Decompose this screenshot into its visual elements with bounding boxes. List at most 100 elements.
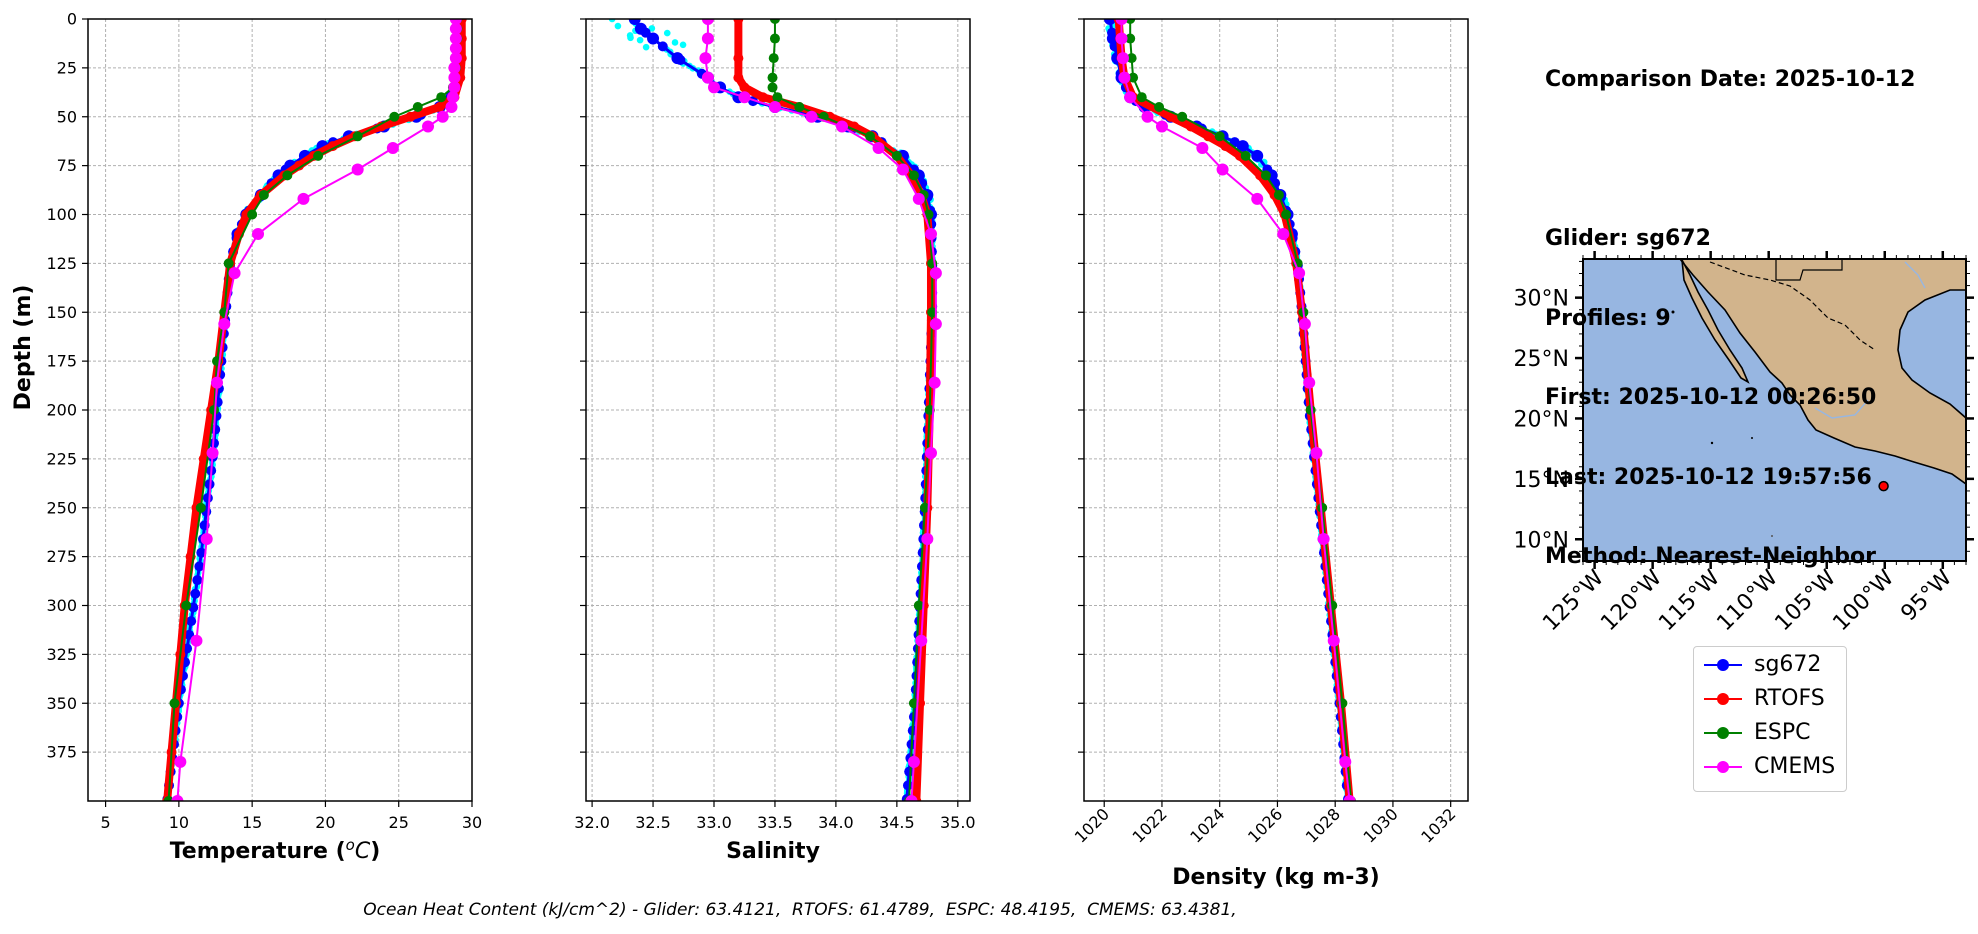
glider-raw-point [636, 36, 644, 44]
y-tick-label: 200 [46, 401, 77, 420]
x-axis-label: Salinity [726, 839, 820, 864]
glider-raw-point [663, 29, 671, 37]
series-point-espc [1128, 72, 1139, 83]
profile-panel-2: 32.0 32.5 33.0 33.5 34.0 34.5 35.0 Salinity [574, 18, 976, 864]
series-point-cmems [449, 22, 462, 35]
series-point-cmems [1124, 91, 1137, 104]
y-tick-label: 75 [57, 156, 77, 175]
label-part: C [355, 839, 371, 864]
x-tick-label: 1020 [1071, 804, 1113, 846]
series-point-espc [1136, 92, 1147, 103]
y-tick-label: 150 [46, 303, 77, 322]
map-lat-label: 30°N [1514, 287, 1569, 312]
map-lat-label: 25°N [1514, 347, 1569, 372]
comparison-date: Comparison Date: 2025-10-12 [1545, 67, 1916, 92]
series-point-cmems [738, 91, 751, 104]
series-point-cmems [928, 376, 941, 389]
series-point-rtofs [733, 53, 744, 64]
glider-raw-point [671, 39, 679, 46]
series-point-sg672 [647, 32, 660, 45]
series-point-cmems [448, 81, 461, 94]
x-tick-label: 30 [462, 813, 482, 832]
x-tick-label: 20 [315, 813, 335, 832]
series-point-cmems [1277, 228, 1290, 241]
series-point-cmems [1196, 142, 1209, 155]
series-point-espc [1125, 33, 1136, 44]
legend-item-espc: ESPC [1694, 717, 1846, 751]
series-point-sg672 [1236, 140, 1249, 153]
series-point-espc [769, 19, 780, 24]
x-axis-label: Temperature (oC) [170, 836, 381, 864]
series-point-cmems [449, 52, 462, 65]
map-lat-label: 10°N [1514, 528, 1569, 553]
plot-area [608, 19, 942, 801]
series-point-rtofs [733, 72, 744, 83]
series-point-cmems [1141, 110, 1154, 123]
x-tick-label: 1028 [1302, 804, 1344, 846]
series-point-espc [767, 82, 778, 93]
series-point-sg672 [1251, 149, 1264, 162]
legend-label: sg672 [1754, 652, 1822, 677]
series-point-espc [352, 131, 363, 142]
series-point-espc [181, 600, 192, 611]
series-point-espc [768, 53, 779, 64]
series-point-cmems [206, 447, 219, 460]
map-lat-label: 20°N [1514, 407, 1569, 432]
series-point-cmems [422, 120, 435, 133]
series-point-cmems [912, 192, 925, 205]
series-point-espc [169, 698, 180, 709]
series-point-sg672 [190, 588, 201, 599]
series-point-cmems [1317, 533, 1330, 546]
x-tick-label: 33.5 [757, 813, 793, 832]
y-tick-label: 225 [46, 449, 77, 468]
series-point-cmems [297, 192, 310, 205]
series-point-cmems [768, 100, 781, 113]
series-point-cmems [448, 71, 461, 84]
legend-item-cmems: CMEMS [1694, 751, 1846, 785]
series-point-sg672 [192, 575, 203, 586]
series-point-cmems [1251, 192, 1264, 205]
series-point-espc [891, 150, 902, 161]
x-tick-label: 10 [169, 813, 189, 832]
series-point-cmems [1339, 755, 1352, 768]
x-tick-label: 1026 [1244, 804, 1286, 846]
state-border [1709, 261, 1876, 351]
glider-location-marker [1878, 480, 1889, 492]
series-point-espc [258, 189, 269, 200]
series-point-rtofs [405, 111, 416, 122]
series-point-cmems [1327, 634, 1340, 647]
series-point-cmems [449, 19, 462, 25]
series-point-cmems [386, 142, 399, 155]
series-point-cmems [1116, 52, 1129, 65]
series-point-cmems [701, 19, 714, 25]
series-point-cmems [449, 32, 462, 45]
series-point-sg672 [186, 616, 197, 627]
series-point-espc [1125, 19, 1136, 24]
series-point-espc [436, 92, 447, 103]
glider-name: Glider: sg672 [1545, 226, 1711, 251]
ocean-heat-content-caption: Ocean Heat Content (kJ/cm^2) - Glider: 6… [363, 900, 1237, 920]
series-point-cmems [1298, 317, 1311, 330]
series-point-sg672 [671, 52, 684, 65]
series-point-cmems [351, 163, 364, 176]
x-tick-label: 34.0 [818, 813, 854, 832]
x-tick-label: 32.5 [635, 813, 671, 832]
x-tick-label: 1022 [1129, 804, 1171, 846]
series-point-cmems [805, 110, 818, 123]
glider-raw-point [627, 34, 634, 42]
series-point-espc [772, 92, 783, 103]
y-tick-label: 350 [46, 694, 77, 713]
series-point-espc [1126, 53, 1137, 64]
series-point-rtofs [1185, 121, 1196, 132]
series-point-cmems [1293, 267, 1306, 280]
series-point-espc [163, 796, 174, 801]
series-point-rtofs [327, 141, 338, 152]
series-point-cmems [1310, 447, 1323, 460]
series-point-espc [767, 72, 778, 83]
profile-count: Profiles: 9 [1545, 305, 1671, 331]
series-point-cmems [1343, 795, 1356, 801]
series-point-espc [412, 101, 423, 112]
series-point-espc [1281, 209, 1292, 220]
location-map: 30°N25°N20°N15°N10°N125°W120°W115°W110°W… [1514, 251, 1974, 636]
series-point-espc [908, 170, 919, 181]
